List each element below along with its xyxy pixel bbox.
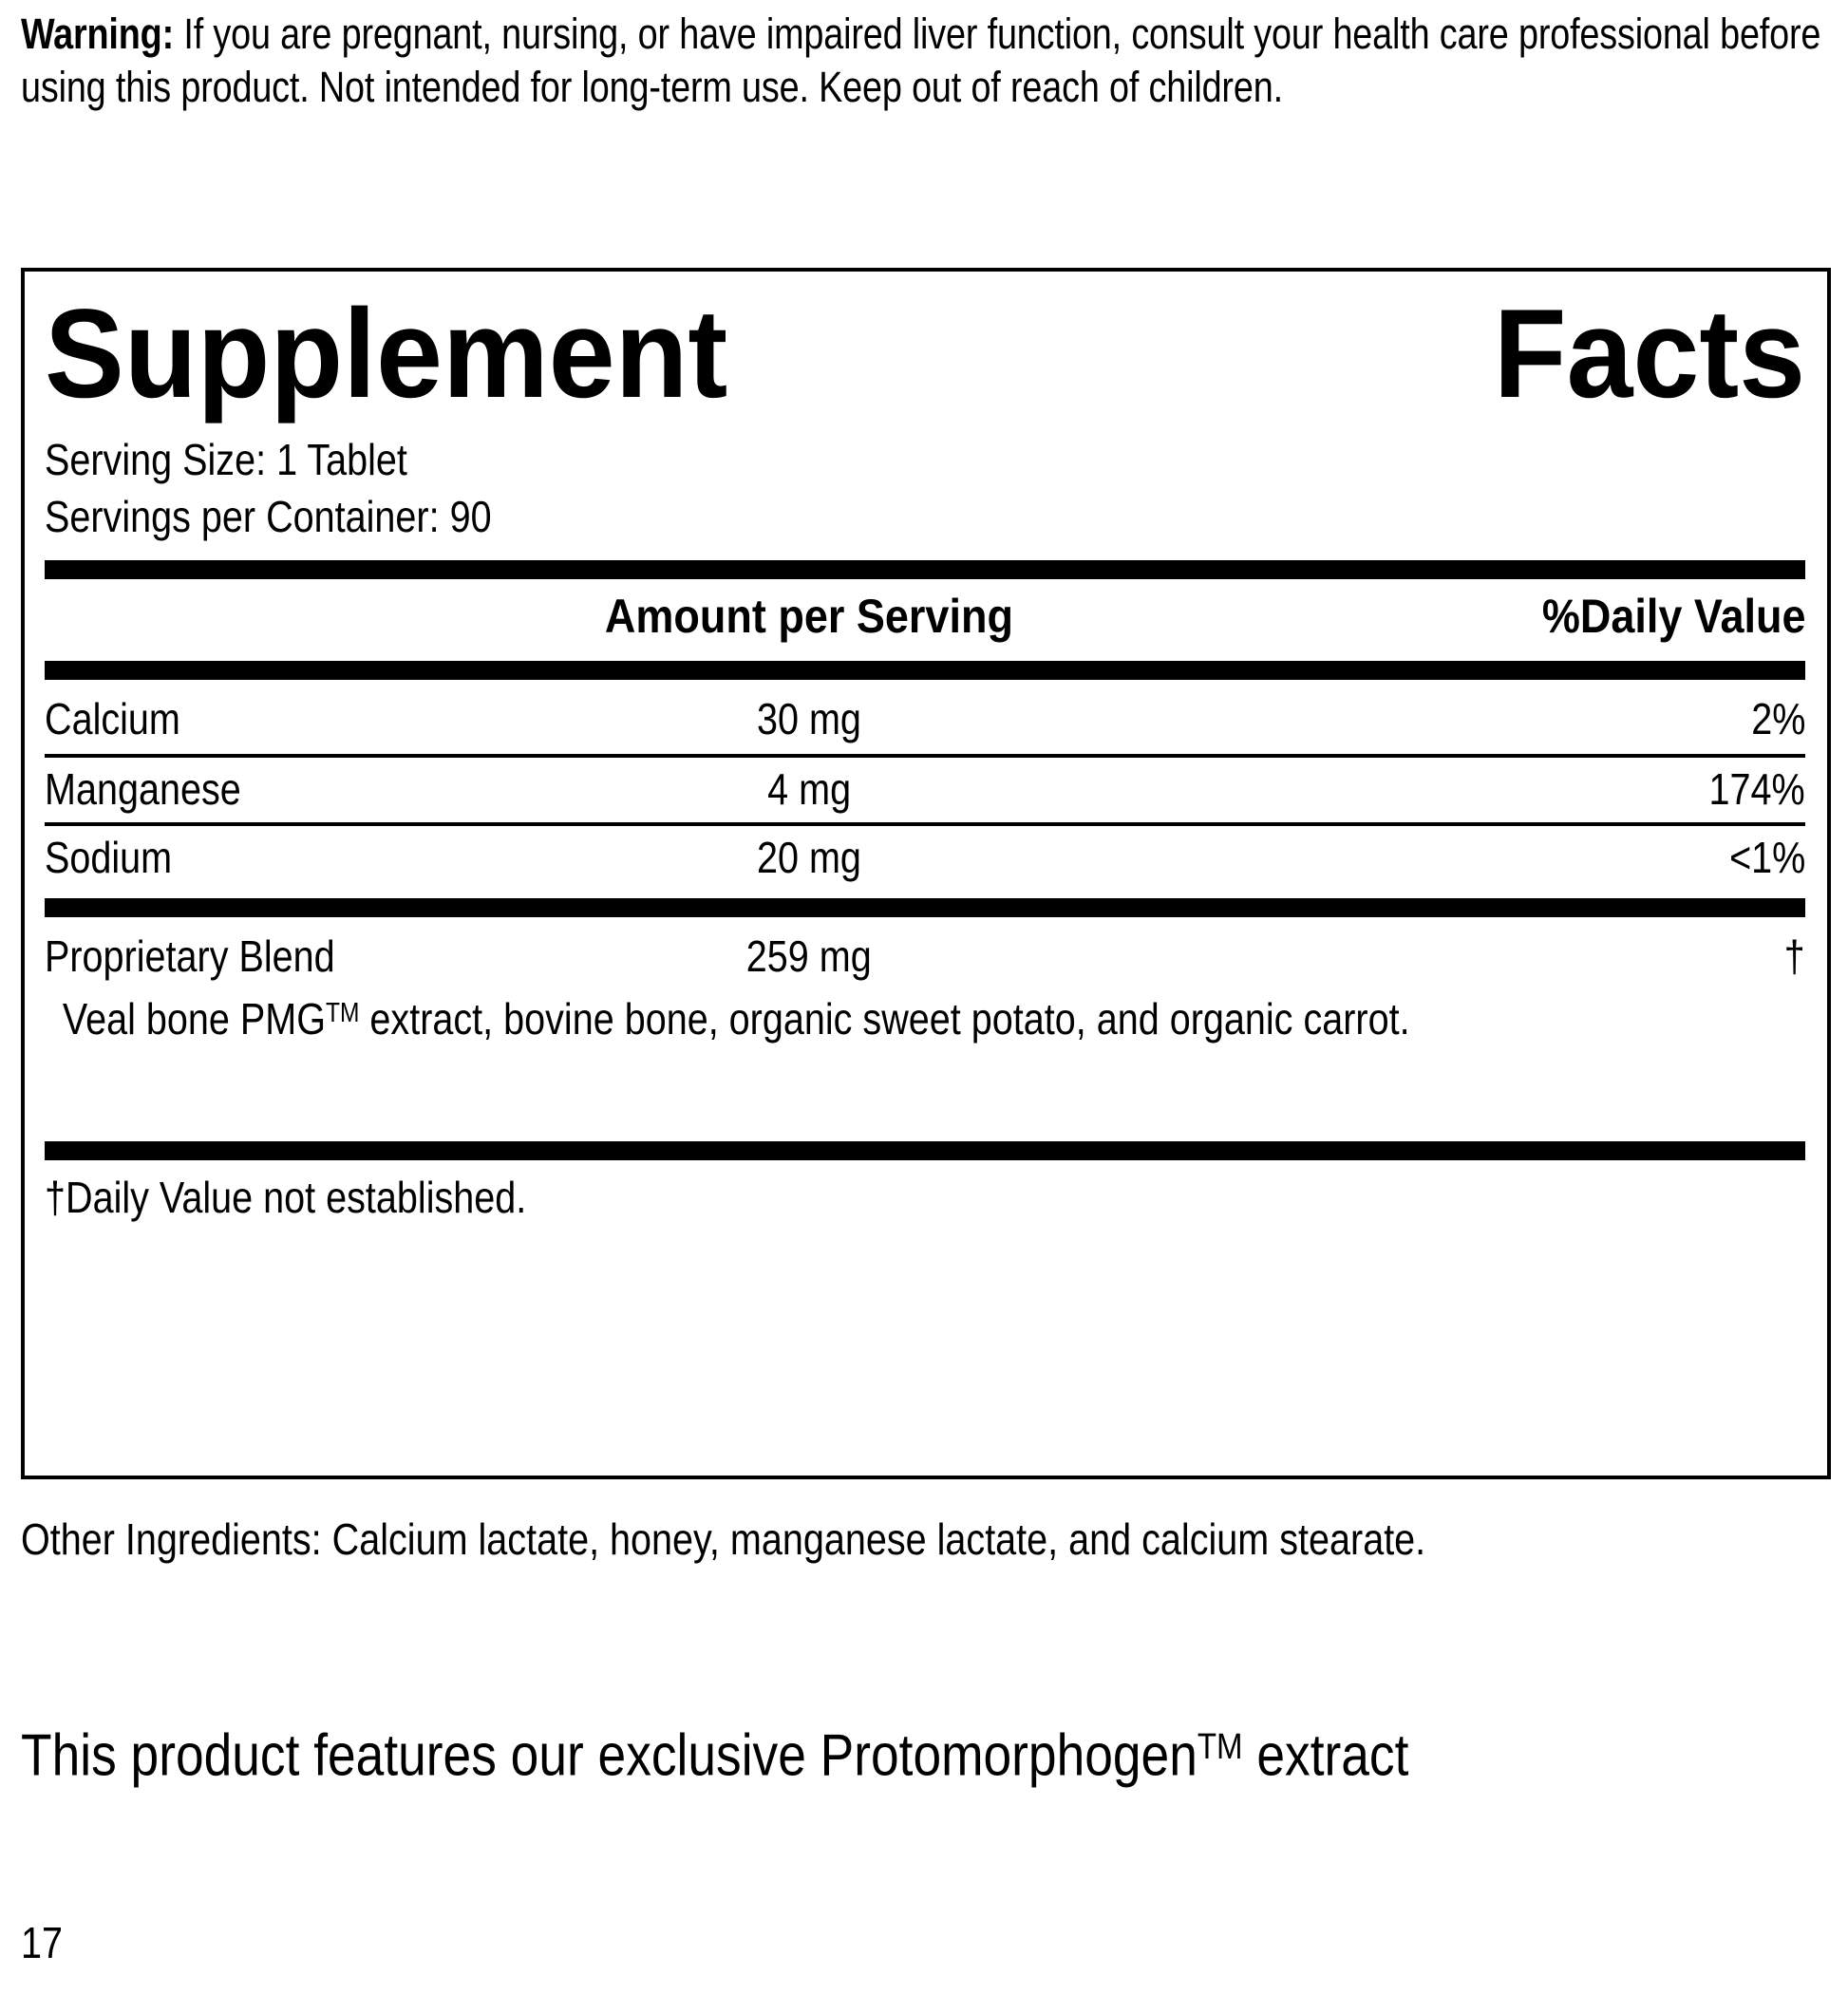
blend-dv: †: [1783, 931, 1805, 981]
blend-description: Veal bone PMGTM extract, bovine bone, or…: [45, 986, 1784, 1046]
header-daily-value: %Daily Value: [1541, 590, 1805, 643]
table-row: Manganese 4 mg 174%: [45, 760, 1805, 822]
product-feature-statement: This product features our exclusive Prot…: [21, 1709, 1445, 1795]
daily-value-footnote: †Daily Value not established.: [45, 1173, 527, 1222]
nutrient-dv: <1%: [1728, 833, 1805, 882]
warning-paragraph: Warning: If you are pregnant, nursing, o…: [21, 8, 1839, 114]
rule-thin: [45, 754, 1805, 758]
serving-size: Serving Size: 1 Tablet: [45, 435, 407, 484]
table-row: Sodium 20 mg <1%: [45, 828, 1805, 891]
blend-amount: 259 mg: [746, 931, 872, 981]
nutrient-amount: 30 mg: [757, 694, 861, 743]
header-amount-per-serving: Amount per Serving: [604, 590, 1014, 643]
rule-thin: [45, 822, 1805, 826]
table-row-blend: Proprietary Blend 259 mg †: [45, 927, 1805, 989]
trademark-icon: TM: [326, 998, 360, 1028]
product-feature-part2: extract: [1242, 1722, 1409, 1789]
page-number: 17: [21, 1918, 64, 1967]
blend-name: Proprietary Blend: [45, 931, 335, 981]
table-header-row: Amount per Serving %Daily Value: [45, 585, 1805, 651]
nutrient-amount: 20 mg: [757, 833, 861, 882]
nutrient-name: Sodium: [45, 833, 173, 882]
rule-thick-top: [45, 560, 1805, 579]
nutrient-name: Manganese: [45, 764, 241, 814]
nutrient-name: Calcium: [45, 694, 180, 743]
supplement-facts-panel: Supplement Facts Serving Size: 1 Tablet …: [21, 268, 1831, 1479]
supplement-facts-title: Supplement Facts: [45, 289, 1805, 420]
blend-desc-part1: Veal bone PMG: [62, 994, 327, 1044]
blend-desc-part2: extract, bovine bone, organic sweet pota…: [359, 994, 1410, 1044]
nutrient-dv: 2%: [1750, 694, 1805, 743]
other-ingredients-paragraph: Other Ingredients: Calcium lactate, hone…: [21, 1514, 1426, 1564]
warning-label: Warning:: [21, 9, 175, 58]
servings-per-container: Servings per Container: 90: [45, 492, 492, 541]
nutrient-dv: 174%: [1708, 764, 1805, 814]
product-feature-part1: This product features our exclusive Prot…: [21, 1722, 1197, 1789]
rule-thick-under-header: [45, 661, 1805, 680]
title-word-facts: Facts: [1493, 284, 1806, 424]
table-row: Calcium 30 mg 2%: [45, 689, 1805, 752]
rule-thick-footnote: [45, 1141, 1805, 1160]
trademark-icon: TM: [1197, 1726, 1243, 1767]
nutrient-amount: 4 mg: [767, 764, 851, 814]
title-word-supplement: Supplement: [45, 284, 728, 424]
warning-text: If you are pregnant, nursing, or have im…: [21, 9, 1821, 111]
rule-thick-blend: [45, 898, 1805, 917]
